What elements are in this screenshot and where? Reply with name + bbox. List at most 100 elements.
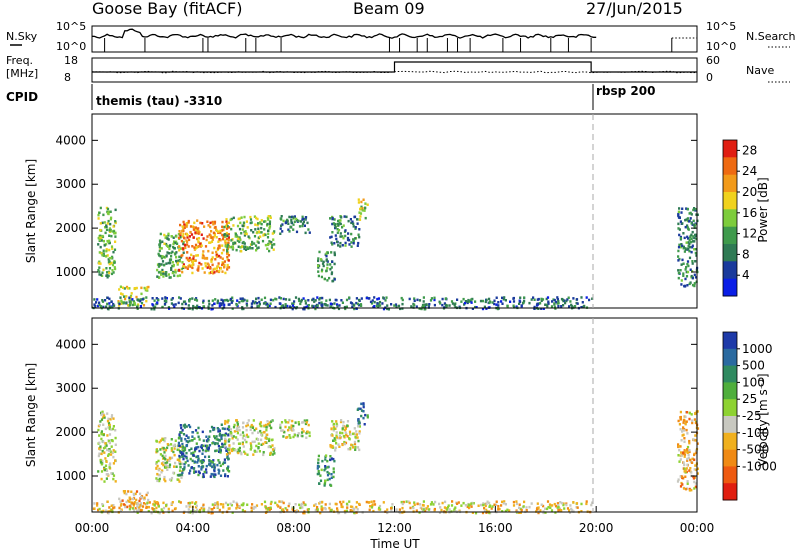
echo-cell xyxy=(217,439,221,442)
echo-cell xyxy=(216,503,220,506)
echo-cell xyxy=(112,225,115,228)
echo-cell xyxy=(264,505,267,509)
echo-cell xyxy=(188,472,191,475)
echo-cell xyxy=(427,508,430,511)
echo-cell xyxy=(281,223,284,226)
echo-cell xyxy=(362,402,365,405)
echo-cell xyxy=(441,303,444,307)
echo-cell xyxy=(321,296,324,300)
echo-cell xyxy=(433,296,436,300)
echo-cell xyxy=(199,508,202,512)
echo-cell xyxy=(358,432,361,435)
echo-cell xyxy=(98,301,101,304)
echo-cell xyxy=(267,218,270,221)
echo-cell xyxy=(497,304,500,307)
echo-cell xyxy=(456,502,459,505)
echo-cell xyxy=(209,267,212,270)
echo-cell xyxy=(170,456,174,460)
echo-cell xyxy=(108,464,111,467)
echo-cell xyxy=(288,502,291,505)
echo-cell xyxy=(557,503,560,507)
echo-cell xyxy=(331,243,334,246)
echo-cell xyxy=(360,402,363,406)
echo-cell xyxy=(379,508,382,511)
echo-cell xyxy=(105,305,108,308)
echo-cell xyxy=(418,307,421,310)
echo-cell xyxy=(590,503,593,507)
echo-cell xyxy=(257,222,260,225)
echo-cell xyxy=(299,220,302,223)
echo-cell xyxy=(686,451,689,454)
echo-cell xyxy=(257,236,260,239)
echo-cell xyxy=(462,297,465,301)
echo-cell xyxy=(427,304,430,307)
echo-cell xyxy=(311,304,314,308)
echo-cell xyxy=(128,298,131,302)
echo-cell xyxy=(679,445,682,448)
echo-cell xyxy=(99,245,102,249)
echo-cell xyxy=(205,446,208,449)
echo-cell xyxy=(246,226,249,229)
echo-cell xyxy=(187,307,190,310)
nave-label: Nave xyxy=(746,64,774,77)
echo-cell xyxy=(157,271,161,274)
echo-cell xyxy=(236,423,239,426)
echo-cell xyxy=(193,470,196,473)
echo-cell xyxy=(308,431,311,434)
echo-cell xyxy=(483,503,486,506)
echo-cell xyxy=(183,236,186,239)
echo-cell xyxy=(332,475,335,479)
echo-cell xyxy=(501,500,504,504)
echo-cell xyxy=(203,271,206,274)
echo-cell xyxy=(166,245,170,248)
echo-cell xyxy=(346,236,350,240)
echo-cell xyxy=(211,307,214,311)
echo-cell xyxy=(210,425,214,429)
echo-cell xyxy=(197,269,200,272)
echo-cell xyxy=(284,420,287,424)
echo-cell xyxy=(695,485,698,488)
echo-cell xyxy=(186,459,189,463)
echo-cell xyxy=(260,222,263,226)
echo-cell xyxy=(231,296,234,299)
echo-cell xyxy=(213,475,216,479)
echo-cell xyxy=(229,218,232,222)
echo-cell xyxy=(208,459,211,462)
echo-cell xyxy=(329,455,332,458)
echo-cell xyxy=(122,302,125,305)
echo-cell xyxy=(334,446,337,450)
echo-cell xyxy=(332,439,335,442)
echo-cell xyxy=(682,461,685,464)
echo-cell xyxy=(212,223,215,226)
echo-cell xyxy=(385,296,388,299)
echo-cell xyxy=(484,300,487,304)
echo-cell xyxy=(217,240,220,243)
echo-cell xyxy=(240,232,243,235)
echo-cell xyxy=(106,419,110,423)
echo-cell xyxy=(117,300,120,303)
echo-cell xyxy=(265,423,268,427)
echo-cell xyxy=(108,229,111,232)
echo-cell xyxy=(104,442,107,445)
echo-cell xyxy=(691,419,694,422)
echo-cell xyxy=(187,304,190,307)
echo-cell xyxy=(205,464,208,468)
echo-cell xyxy=(466,505,469,509)
echo-cell xyxy=(158,473,161,477)
echo-cell xyxy=(125,285,129,289)
echo-cell xyxy=(252,231,255,234)
echo-cell xyxy=(357,241,360,245)
echo-cell xyxy=(260,298,263,301)
echo-cell xyxy=(268,240,271,243)
echo-cell xyxy=(364,206,367,210)
echo-cell xyxy=(173,465,176,468)
echo-cell xyxy=(332,470,335,473)
echo-cell xyxy=(158,239,162,242)
echo-cell xyxy=(685,428,688,432)
echo-cell xyxy=(182,242,185,246)
echo-cell xyxy=(422,500,425,503)
echo-cell xyxy=(193,467,196,470)
echo-cell xyxy=(228,438,231,441)
echo-cell xyxy=(112,477,115,481)
echo-cell xyxy=(179,235,182,239)
